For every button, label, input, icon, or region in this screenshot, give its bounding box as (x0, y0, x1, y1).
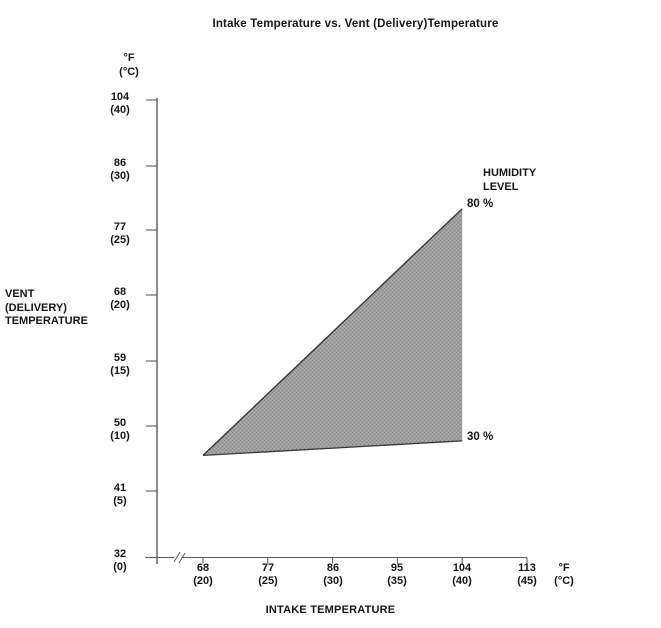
y-tick-label-41: 41 (5) (113, 482, 127, 507)
x-tick-label-113: 113 (45) (517, 562, 537, 587)
x-axis-break (173, 551, 186, 564)
y-tick-label-104: 104 (40) (110, 91, 130, 116)
y-tick-label-86: 86 (30) (110, 157, 130, 182)
y-tick-label-32: 32 (0) (113, 548, 127, 573)
y-tick-label-68: 68 (20) (110, 286, 130, 311)
y-axis-title: VENT (DELIVERY) TEMPERATURE (5, 288, 88, 329)
humidity-level-label: HUMIDITY LEVEL (483, 167, 537, 193)
y-unit-fahrenheit: °F (123, 52, 135, 64)
x-axis-unit-label: °F (°C) (540, 562, 588, 588)
humidity-30-line (202, 440, 463, 457)
y-tick-label-77: 77 (25) (110, 221, 130, 246)
x-unit-celsius: (°C) (554, 575, 574, 587)
x-tick-label-95: 95 (35) (387, 562, 407, 587)
x-tick-label-86: 86 (30) (323, 562, 343, 587)
humidity-80-label: 80 % (467, 198, 494, 210)
y-axis-unit-label: °F (°C) (104, 52, 154, 79)
x-tick-label-104: 104 (40) (452, 562, 472, 587)
x-unit-fahrenheit: °F (558, 562, 570, 574)
y-axis-title-line1: VENT (5, 288, 35, 300)
y-axis-title-line2: (DELIVERY) (5, 301, 67, 314)
x-axis-title: INTAKE TEMPERATURE (265, 604, 396, 616)
x-tick-label-68: 68 (20) (193, 562, 213, 587)
y-unit-celsius: (°C) (119, 65, 139, 78)
y-axis-title-line3: TEMPERATURE (5, 315, 88, 327)
y-tick-label-50: 50 (10) (110, 417, 130, 442)
humidity-80-line (202, 208, 463, 456)
x-tick-label-77: 77 (25) (258, 562, 278, 587)
axis-tick-marks (146, 99, 528, 564)
humidity-30-label: 30 % (467, 431, 494, 443)
y-tick-label-59: 59 (15) (110, 352, 130, 377)
chart-title: Intake Temperature vs. Vent (Delivery)Te… (212, 18, 499, 30)
